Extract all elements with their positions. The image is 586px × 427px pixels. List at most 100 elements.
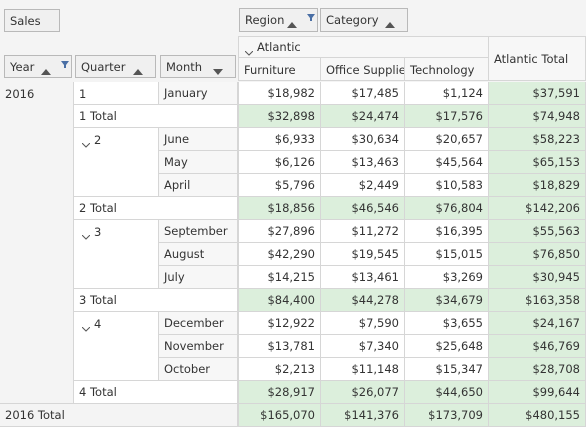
total-value: $141,376 [321,404,405,427]
value: $5,796 [238,174,321,197]
label: $99,644 [532,385,580,399]
value: $55,563 [489,220,586,243]
row-header: 3 [74,220,159,289]
label: Atlantic [257,40,301,54]
label: November [164,339,224,353]
label: $18,982 [267,86,315,100]
total-value: $44,278 [321,289,405,312]
label: 2 [94,133,102,147]
value: $37,591 [489,82,586,105]
sort-icon-svg [133,68,143,75]
label: Office Supplies [326,63,405,77]
label: May [164,155,188,169]
label: Region [245,13,285,27]
label: $30,634 [351,132,399,146]
collapse-icon [244,45,254,56]
label: $5,796 [274,178,315,192]
label: $76,804 [435,201,483,215]
collapse-icon [81,321,91,332]
label: $34,679 [435,293,483,307]
label: $76,850 [532,247,580,261]
label: Sales [10,13,41,28]
total-row-header: 1 Total [74,105,238,128]
label: $58,223 [532,132,580,146]
total-row-header: 2 Total [74,197,238,220]
collapse-icon-svg [81,326,91,332]
row-header: 2 [74,128,159,197]
field-button[interactable]: Year [4,55,72,78]
total-value: $24,474 [321,105,405,128]
label: $28,708 [532,362,580,376]
row-header: October [159,358,238,381]
field-button[interactable]: Sales [4,9,60,32]
value: $13,781 [238,335,321,358]
field-button[interactable]: Month [160,55,236,78]
label: $142,206 [525,201,580,215]
label: $11,148 [351,362,399,376]
collapse-icon-svg [81,142,91,148]
filter-icon-svg [61,61,69,68]
value: $27,896 [238,220,321,243]
sort-icon [287,17,297,28]
value: $42,290 [238,243,321,266]
collapse-icon-svg [244,50,254,56]
value: $14,215 [238,266,321,289]
total-value: $46,546 [321,197,405,220]
label: $7,590 [358,316,399,330]
label: $19,545 [351,247,399,261]
label: $25,648 [435,339,483,353]
total-value: $76,804 [405,197,489,220]
label: $24,474 [351,109,399,123]
value: $1,124 [405,82,489,105]
label: April [164,178,191,192]
total-value: $18,856 [238,197,321,220]
value: $13,463 [321,151,405,174]
label: 2016 Total [5,408,65,422]
label: $13,463 [351,155,399,169]
collapse-icon-svg [81,234,91,240]
label: January [164,86,208,100]
value: $58,223 [489,128,586,151]
label: $44,278 [351,293,399,307]
label: $44,650 [435,385,483,399]
row-header: December [159,312,238,335]
label: $32,898 [267,109,315,123]
value: $76,850 [489,243,586,266]
label: $2,213 [274,362,315,376]
row-header: August [159,243,238,266]
total-value: $142,206 [489,197,586,220]
value: $65,153 [489,151,586,174]
total-value: $34,679 [405,289,489,312]
label: September [164,224,228,238]
field-button[interactable]: Region [239,8,318,32]
label: Month [166,59,203,74]
label: $2,449 [358,178,399,192]
row-header: September [159,220,238,243]
value: $2,449 [321,174,405,197]
value: $2,213 [238,358,321,381]
label: Quarter [81,59,126,74]
filter-icon-svg [307,14,315,21]
filter-icon [61,58,69,68]
field-button[interactable]: Quarter [75,55,156,78]
label: $46,546 [351,201,399,215]
total-value: $17,576 [405,105,489,128]
total-value: $480,155 [489,404,586,427]
sort-icon-svg [213,68,223,75]
label: $17,576 [435,109,483,123]
value: $11,148 [321,358,405,381]
label: $13,781 [267,339,315,353]
label: $6,126 [274,155,315,169]
label: Furniture [244,63,296,77]
field-button[interactable]: Category [320,8,408,32]
value: $24,167 [489,312,586,335]
label: $16,395 [435,224,483,238]
label: $18,829 [532,178,580,192]
label: 2 Total [79,201,117,215]
label: $42,290 [267,247,315,261]
value: $7,340 [321,335,405,358]
label: 2016 [5,87,35,101]
label: $1,124 [442,86,483,100]
